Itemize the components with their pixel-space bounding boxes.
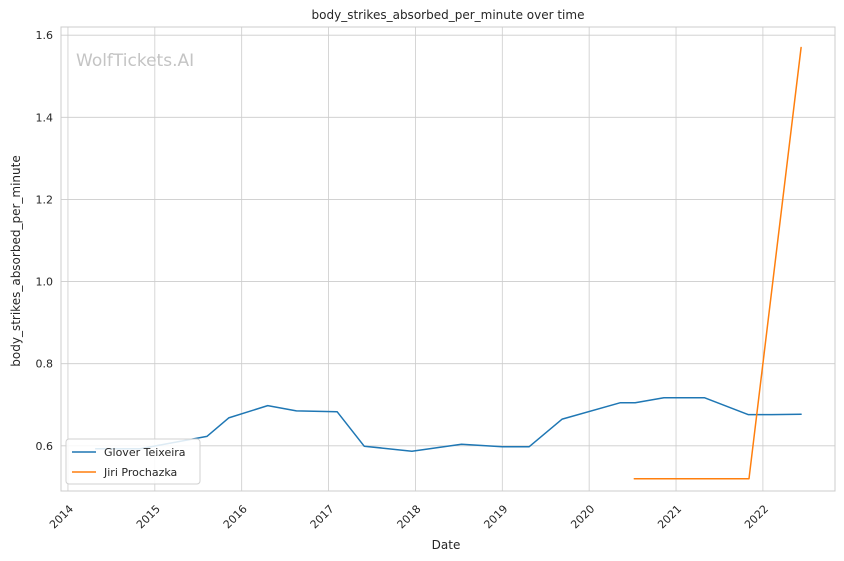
y-tick-label: 1.2 — [36, 193, 54, 206]
legend-label-jiri-prochazka: Jiri Prochazka — [103, 466, 177, 479]
y-tick-label: 0.8 — [36, 358, 54, 371]
watermark: WolfTickets.AI — [76, 51, 194, 71]
y-tick-label: 1.4 — [36, 111, 54, 124]
y-tick-label: 1.0 — [36, 276, 54, 289]
x-tick-label: 2016 — [221, 502, 250, 531]
x-tick-label: 2021 — [655, 502, 684, 531]
grid — [61, 27, 835, 491]
x-tick-label: 2014 — [47, 502, 76, 531]
y-axis-title: body_strikes_absorbed_per_minute — [9, 155, 23, 366]
plot-frame — [60, 26, 836, 492]
x-axis-title: Date — [432, 538, 461, 552]
x-tick-label: 2017 — [308, 502, 337, 531]
x-tick-label: 2019 — [481, 502, 510, 531]
x-tick-label: 2018 — [395, 502, 424, 531]
y-tick-label: 1.6 — [36, 29, 54, 42]
legend-label-glover-teixeira: Glover Teixeira — [104, 446, 186, 459]
x-tick-label: 2015 — [134, 502, 163, 531]
x-tick-label: 2020 — [568, 502, 597, 531]
plot-background — [61, 27, 835, 491]
series-line-0 — [94, 397, 802, 452]
y-tick-label: 0.6 — [36, 440, 54, 453]
legend-box — [65, 438, 201, 485]
legend: Glover Teixeira Jiri Prochazka — [65, 438, 201, 485]
x-tick-label: 2022 — [742, 502, 771, 531]
series-layer — [94, 46, 802, 480]
chart-title: body_strikes_absorbed_per_minute over ti… — [312, 8, 585, 22]
series-line-1 — [633, 46, 802, 480]
